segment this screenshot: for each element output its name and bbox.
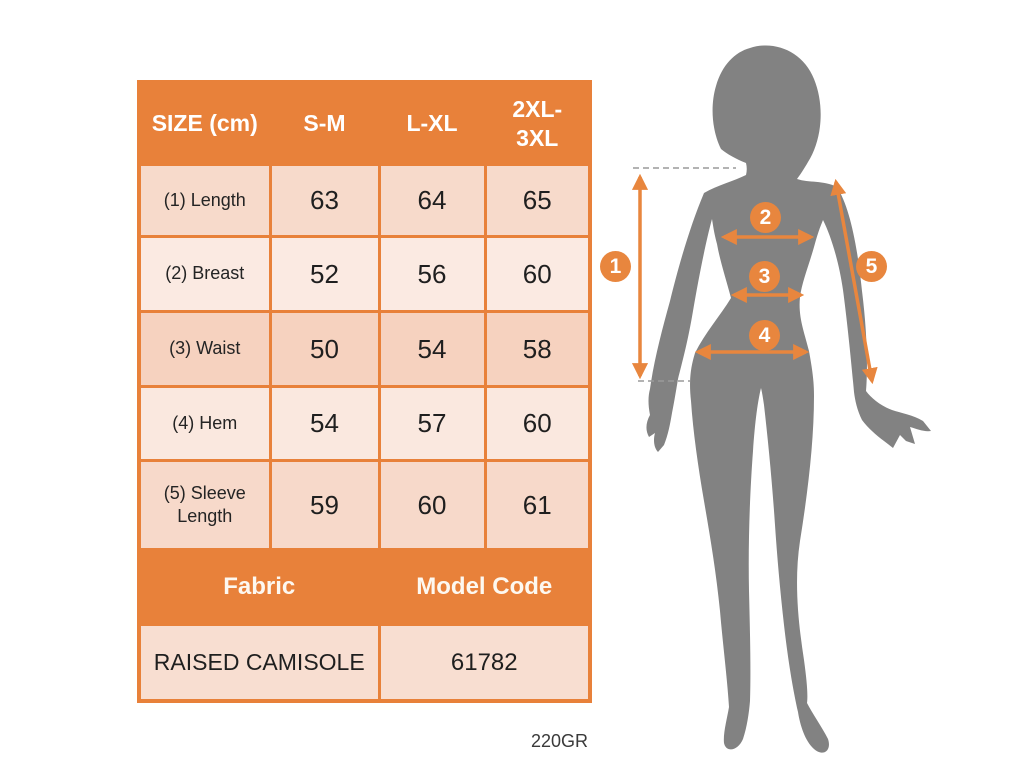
size-value: 54 bbox=[268, 385, 381, 462]
size-value: 60 bbox=[483, 385, 592, 462]
model-code-value-cell: 61782 bbox=[377, 623, 592, 703]
size-table: SIZE (cm) S-M L-XL 2XL-3XL (1) Length 63… bbox=[137, 80, 592, 703]
column-header-sm: S-M bbox=[268, 80, 381, 166]
size-value: 50 bbox=[268, 310, 381, 388]
measure-marker-2: 2 bbox=[750, 202, 781, 233]
fabric-header-cell: Fabric bbox=[137, 548, 381, 626]
table-row-waist: (3) Waist 50 54 58 bbox=[137, 310, 592, 388]
size-value: 56 bbox=[377, 235, 487, 313]
table-row-length: (1) Length 63 64 65 bbox=[137, 163, 592, 238]
size-value: 64 bbox=[377, 163, 487, 238]
size-value: 61 bbox=[483, 459, 592, 551]
size-value: 54 bbox=[377, 310, 487, 388]
measure-marker-1: 1 bbox=[600, 251, 631, 282]
model-code-header-cell: Model Code bbox=[377, 548, 592, 626]
table-row-hem: (4) Hem 54 57 60 bbox=[137, 385, 592, 462]
size-value: 60 bbox=[483, 235, 592, 313]
size-value: 57 bbox=[377, 385, 487, 462]
table-header-row: SIZE (cm) S-M L-XL 2XL-3XL bbox=[137, 80, 592, 166]
column-header-lxl: L-XL bbox=[377, 80, 487, 166]
measure-arrow-sleeve bbox=[830, 178, 878, 385]
table-row-breast: (2) Breast 52 56 60 bbox=[137, 235, 592, 313]
size-unit-header: SIZE (cm) bbox=[137, 80, 272, 166]
size-value: 59 bbox=[268, 459, 381, 551]
woman-silhouette bbox=[646, 45, 931, 753]
measure-marker-4: 4 bbox=[749, 320, 780, 351]
row-label: (3) Waist bbox=[137, 310, 272, 388]
size-value: 58 bbox=[483, 310, 592, 388]
fabric-value-cell: RAISED CAMISOLE bbox=[137, 623, 381, 703]
column-header-2xl3xl: 2XL-3XL bbox=[483, 80, 592, 166]
row-label: (1) Length bbox=[137, 163, 272, 238]
measurement-figure bbox=[631, 45, 931, 753]
row-label: (4) Hem bbox=[137, 385, 272, 462]
row-label: (5) Sleeve Length bbox=[137, 459, 272, 551]
weight-note: 220GR bbox=[530, 731, 588, 751]
table-row-sleeve-length: (5) Sleeve Length 59 60 61 bbox=[137, 459, 592, 551]
size-value: 63 bbox=[268, 163, 381, 238]
table-footer-value-row: RAISED CAMISOLE 61782 bbox=[137, 623, 592, 703]
size-value: 52 bbox=[268, 235, 381, 313]
table-footer-header-row: Fabric Model Code bbox=[137, 548, 592, 626]
size-value: 65 bbox=[483, 163, 592, 238]
measure-marker-3: 3 bbox=[749, 261, 780, 292]
size-value: 60 bbox=[377, 459, 487, 551]
measure-marker-5: 5 bbox=[856, 251, 887, 282]
row-label: (2) Breast bbox=[137, 235, 272, 313]
